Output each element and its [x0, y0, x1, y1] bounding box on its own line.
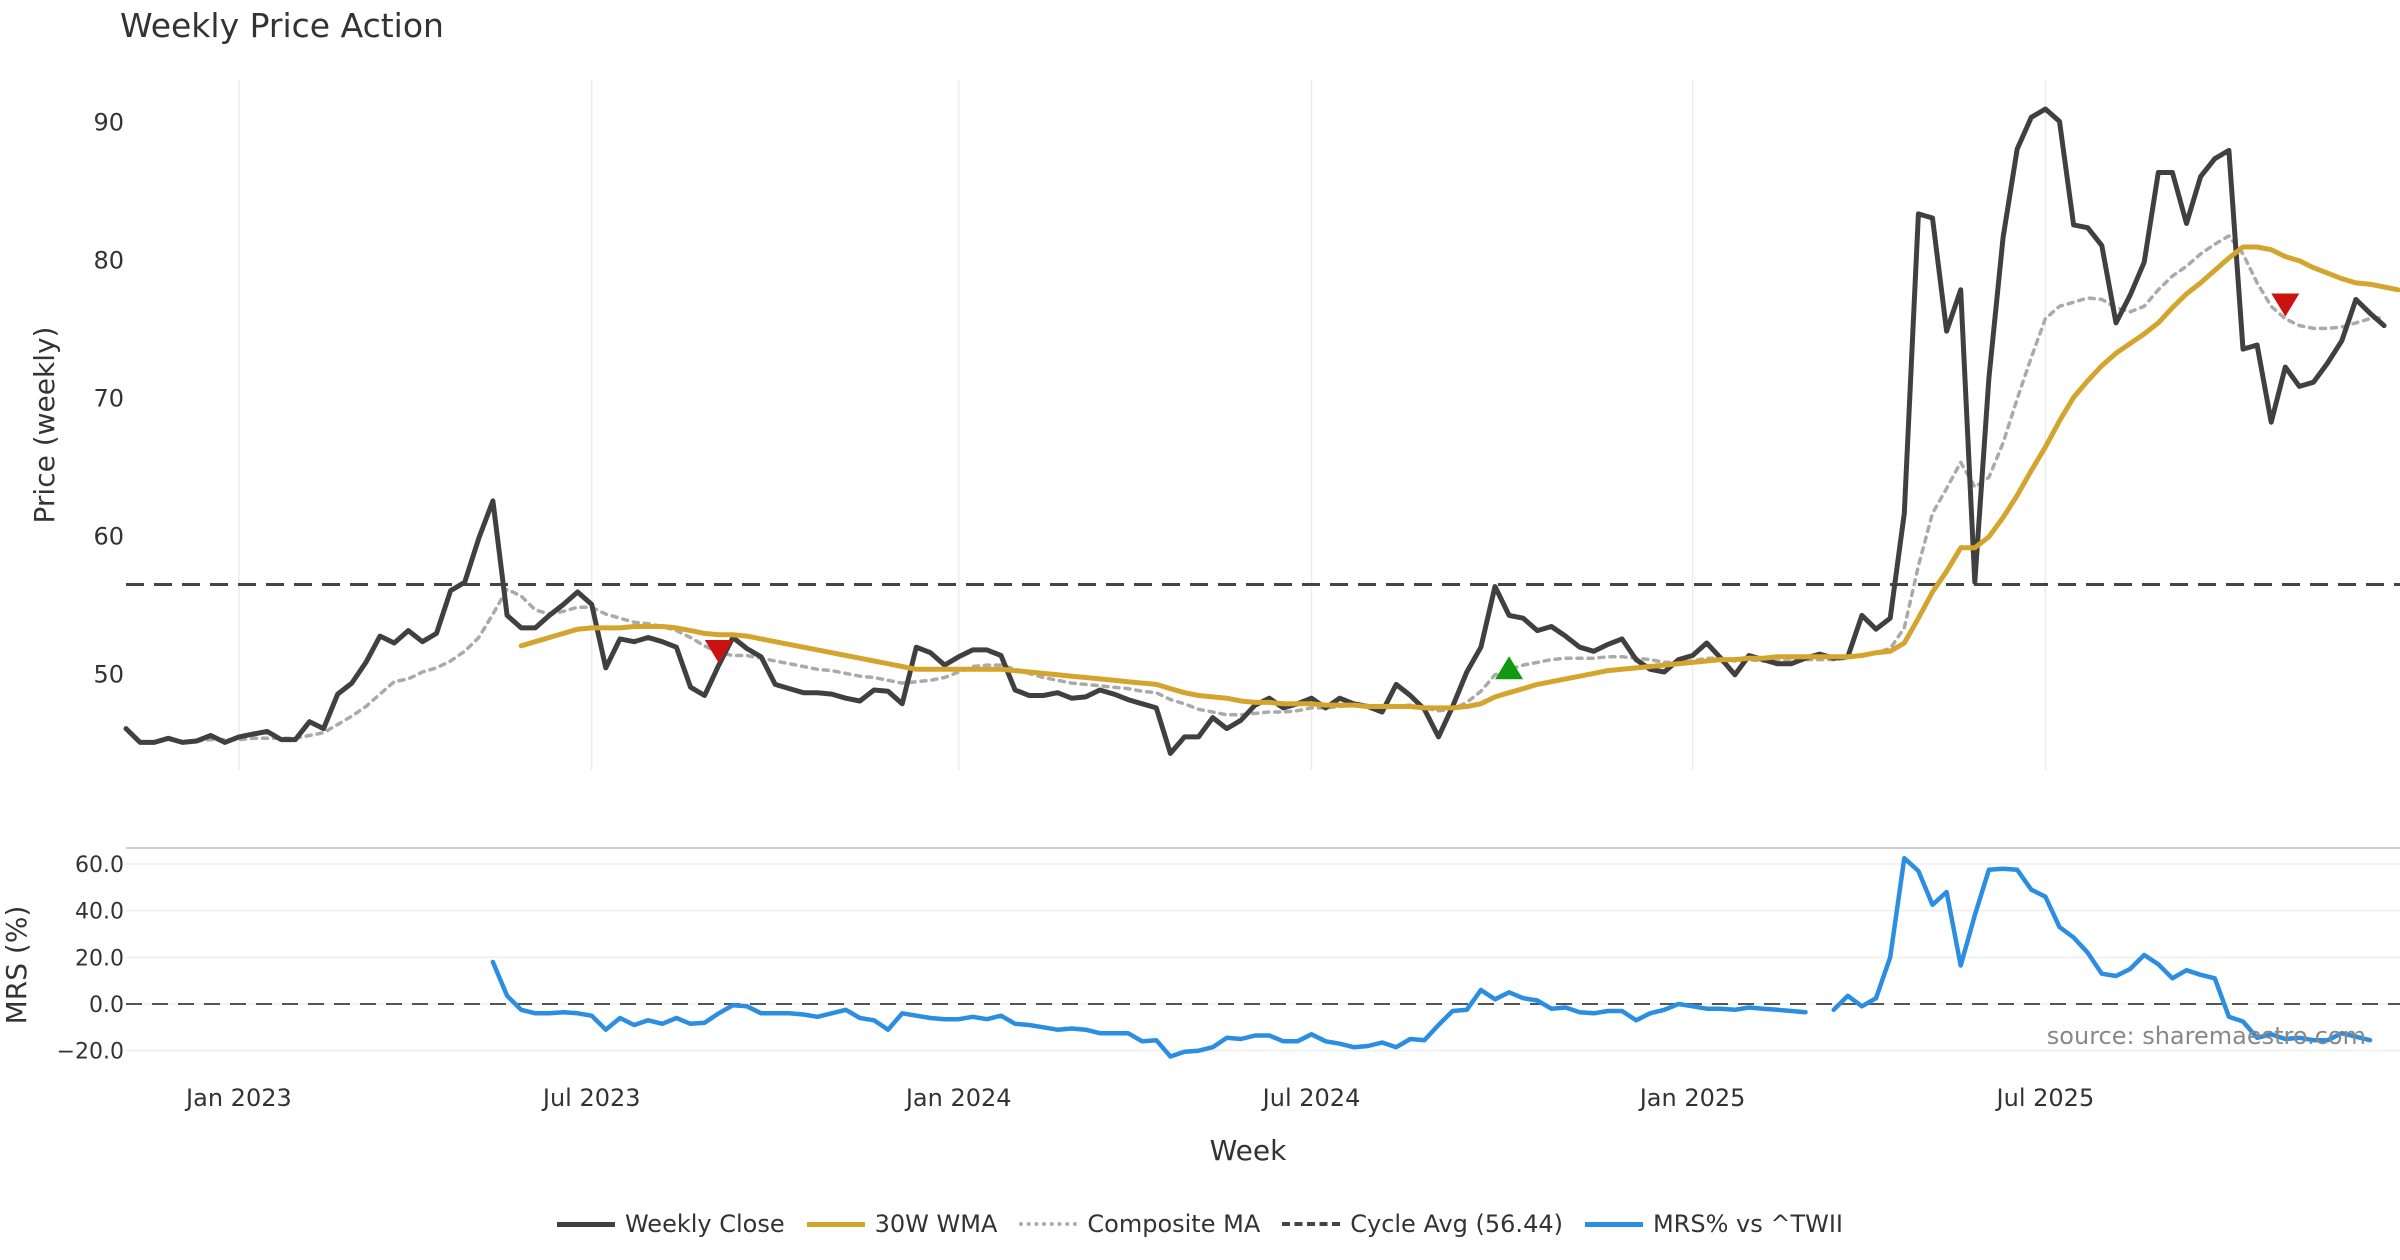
legend-item-mrs-vs-twii: MRS% vs ^TWII: [1584, 1210, 1844, 1238]
sell-signal-marker-2: [2271, 293, 2300, 317]
sell-signal-marker-0: [704, 639, 733, 663]
legend-label: Cycle Avg (56.44): [1350, 1210, 1563, 1238]
legend-swatch-weekly-close: [556, 1221, 615, 1227]
mrs-ytick-label-1: 0.0: [89, 993, 124, 1018]
x-tick-label-3: Jul 2024: [1261, 1084, 1361, 1112]
mrs-ytick-label-0: −20.0: [57, 1040, 124, 1065]
buy-signal-marker-1: [1495, 656, 1524, 680]
legend-item-composite-ma: Composite MA: [1019, 1210, 1260, 1238]
series-composite-ma: [194, 234, 2386, 743]
mrs-ytick-label-4: 60.0: [75, 853, 124, 878]
series-weekly-close: [123, 106, 2387, 756]
legend-label: Composite MA: [1087, 1210, 1261, 1238]
mrs-ytick-label-2: 20.0: [75, 946, 124, 971]
x-axis-label: Week: [1210, 1134, 1287, 1167]
legend-item-cycle-avg-56-44: Cycle Avg (56.44): [1282, 1210, 1563, 1238]
price-ytick-label-1: 60: [93, 522, 124, 550]
source-annotation: source: sharemaestro.com: [2047, 1022, 2366, 1050]
x-tick-label-4: Jan 2025: [1638, 1084, 1746, 1112]
x-tick-label-2: Jan 2024: [904, 1084, 1012, 1112]
chart-legend: Weekly Close 30W WMA Composite MA Cycle Avg…: [0, 1210, 2400, 1238]
mrs-ylabel: MRS (%): [0, 906, 33, 1025]
price-ytick-label-4: 90: [93, 108, 124, 136]
series-30w-wma: [518, 244, 2400, 711]
legend-label: 30W WMA: [874, 1210, 998, 1238]
legend-item-30w-wma: 30W WMA: [806, 1210, 998, 1238]
price-ytick-label-2: 70: [93, 384, 124, 412]
mrs-ytick-label-3: 40.0: [75, 900, 124, 925]
legend-swatch-mrs-vs-twii: [1584, 1221, 1643, 1227]
price-ytick-label-0: 50: [93, 660, 124, 688]
x-tick-label-1: Jul 2023: [541, 1084, 641, 1112]
legend-swatch-cycle-avg-56-44: [1282, 1222, 1341, 1226]
price-ylabel: Price (weekly): [28, 327, 61, 524]
legend-swatch-composite-ma: [1019, 1222, 1078, 1226]
series-mrs-vs-twii: [490, 855, 2373, 1059]
legend-item-weekly-close: Weekly Close: [556, 1210, 785, 1238]
legend-label: Weekly Close: [624, 1210, 785, 1238]
legend-label: MRS% vs ^TWII: [1652, 1210, 1844, 1238]
x-tick-label-5: Jul 2025: [1995, 1084, 2095, 1112]
legend-swatch-30w-wma: [806, 1221, 865, 1227]
price-ytick-label-3: 80: [93, 246, 124, 274]
chart-title: Weekly Price Action: [120, 6, 444, 45]
x-tick-label-0: Jan 2023: [184, 1084, 292, 1112]
